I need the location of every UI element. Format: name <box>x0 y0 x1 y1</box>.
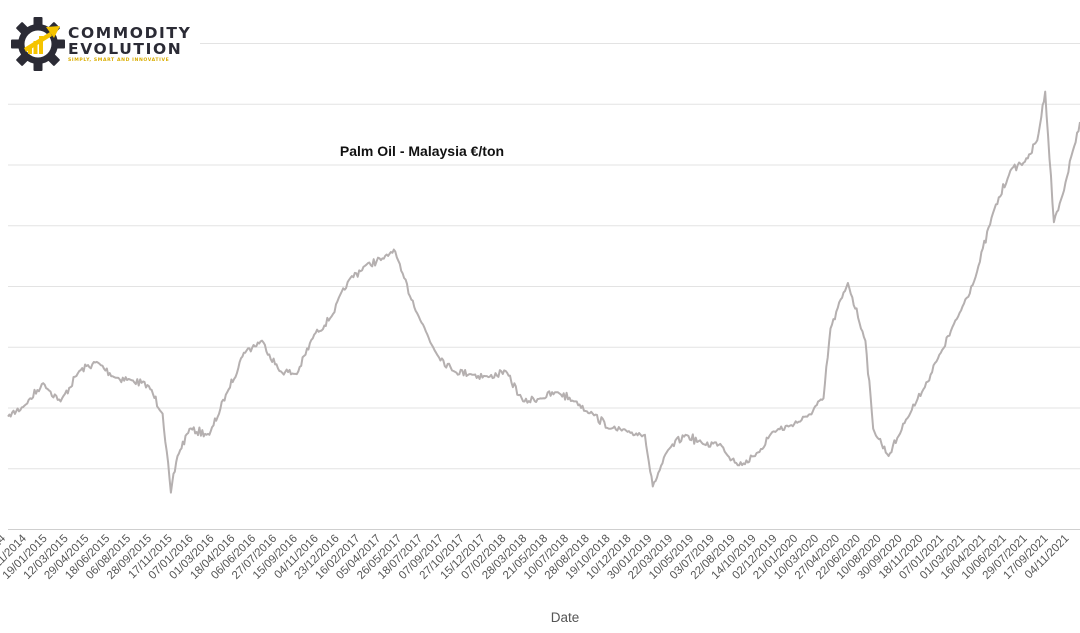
brand-name-line2: EVOLUTION <box>68 40 183 58</box>
brand-logo: COMMODITY EVOLUTION SIMPLY, SMART AND IN… <box>10 16 210 72</box>
x-axis-title: Date <box>551 610 580 625</box>
brand-tagline: SIMPLY, SMART AND INNOVATIVE <box>68 58 170 63</box>
brand-name-line1: COMMODITY <box>68 24 192 42</box>
x-tick-labels: 07/10/201428/11/201419/01/201512/03/2015… <box>0 532 1072 582</box>
y-gridlines <box>8 43 1080 470</box>
gear-logo-icon <box>11 17 65 71</box>
price-series <box>7 90 1080 494</box>
rising-bars-icon <box>28 36 43 54</box>
trend-arrow-icon <box>24 26 60 52</box>
price-line <box>7 90 1080 494</box>
chart-title: Palm Oil - Malaysia €/ton <box>340 143 504 159</box>
